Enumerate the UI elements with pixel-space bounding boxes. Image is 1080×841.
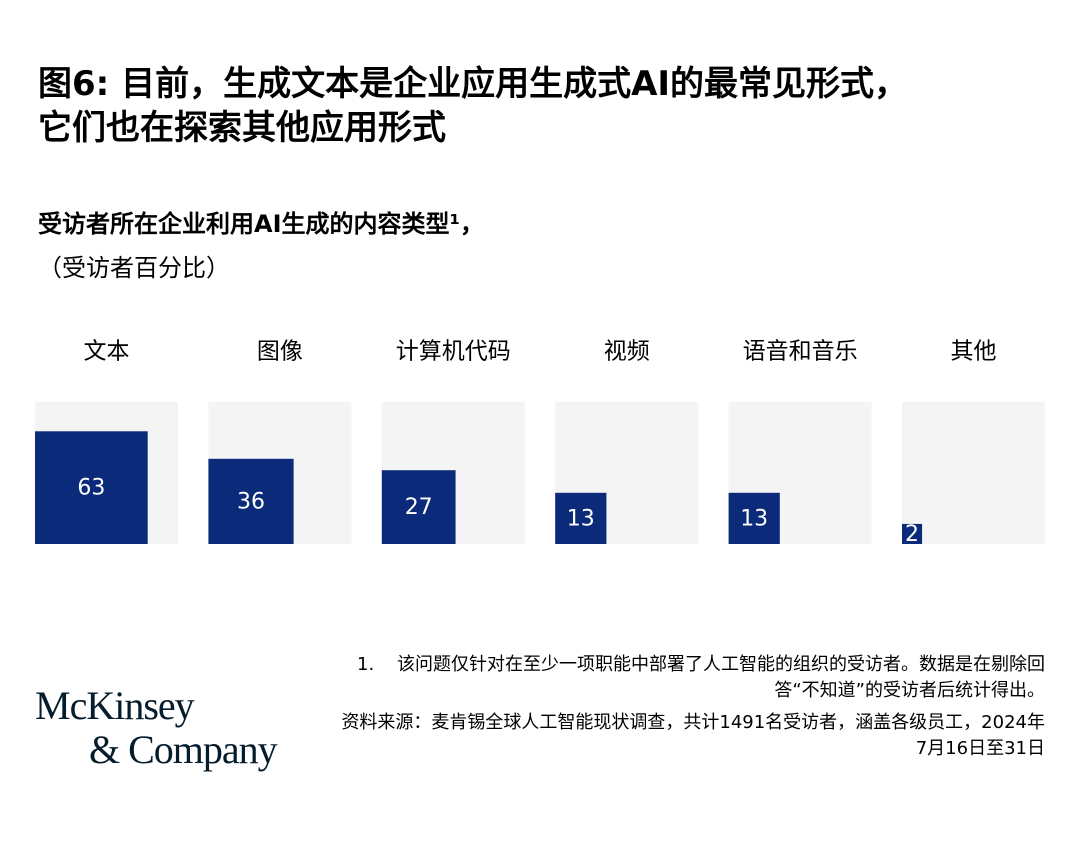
title-line: 它们也在探索其他应用形式 — [38, 108, 446, 148]
bar — [555, 492, 607, 544]
footnote-number: 1. — [357, 654, 375, 675]
category-label: 文本 — [84, 339, 130, 365]
bar — [381, 470, 456, 544]
bar — [902, 523, 923, 544]
unit-label: （受访者百分比） — [38, 254, 230, 282]
background-box — [902, 402, 1045, 544]
logo: McKinsey & Company — [35, 683, 278, 772]
logo-line: & Company — [89, 727, 278, 772]
bar — [208, 458, 294, 544]
footnote-text: 该问题仅针对在至少一项职能中部署了人工智能的组织的受访者。数据是在剔除回答“不知… — [397, 654, 1045, 701]
category-label: 其他 — [951, 339, 997, 365]
chart: 文本 63 图像 36 计算机代码 27 视频 13 语音和音乐 13 其他 2 — [35, 339, 1045, 547]
value-label: 2 — [905, 522, 919, 547]
subtitle: 受访者所在企业利用AI生成的内容类型¹， — [38, 210, 485, 238]
category-label: 图像 — [257, 339, 303, 365]
logo-line: McKinsey — [35, 683, 195, 728]
bar — [35, 431, 148, 544]
category-label: 计算机代码 — [396, 339, 511, 365]
bar — [728, 492, 780, 544]
source: 资料来源：麦肯锡全球人工智能现状调查，共计1491名受访者，涵盖各级员工，202… — [341, 712, 1045, 759]
chart-title: 图6: 目前，生成文本是企业应用生成式AI的最常见形式， 它们也在探索其他应用形… — [38, 62, 908, 150]
footnote: 1. 该问题仅针对在至少一项职能中部署了人工智能的组织的受访者。数据是在剔除回答… — [345, 652, 1045, 704]
value-label: 13 — [740, 506, 768, 531]
title-line: 图6: 目前，生成文本是企业应用生成式AI的最常见形式， — [38, 64, 909, 104]
category-label: 视频 — [604, 339, 650, 365]
value-label: 27 — [405, 495, 433, 520]
category-label: 语音和音乐 — [743, 339, 858, 365]
value-label: 13 — [567, 506, 595, 531]
value-label: 63 — [77, 476, 105, 501]
value-label: 36 — [237, 489, 265, 514]
